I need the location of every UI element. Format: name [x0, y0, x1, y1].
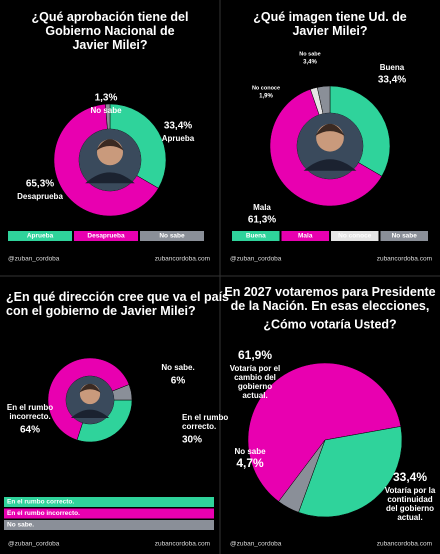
value-label: 61,3%	[248, 215, 276, 226]
category-label: No sabe	[299, 51, 320, 57]
value-label: 61,9%	[238, 348, 272, 362]
footer-handle: @zuban_cordoba	[230, 256, 282, 263]
category-label: No conoce	[252, 85, 280, 91]
footer-handle: @zuban_cordoba	[230, 541, 282, 548]
value-label: 6%	[171, 376, 186, 387]
value-label: 1,3%	[95, 93, 118, 104]
pie-slice	[278, 439, 326, 513]
legend-label: No sabe.	[7, 522, 34, 529]
value-label: 4,7%	[236, 456, 264, 470]
chart-title: ¿Qué aprobación tiene del Gobierno Nacion…	[32, 10, 189, 52]
value-label: 33,4%	[164, 121, 192, 132]
chart-title: En 2027 votaremos para Presidente de la N…	[224, 285, 435, 313]
legend-swatch	[4, 520, 214, 530]
legend-label: Desaprueba	[87, 233, 125, 240]
legend-label: En el rumbo correcto.	[7, 499, 74, 506]
pie-slice	[247, 362, 402, 502]
legend-swatch	[331, 231, 379, 241]
category-label: Desaprueba	[17, 192, 63, 201]
value-label: 65,3%	[26, 179, 54, 190]
category-label: No sabe	[90, 106, 122, 115]
legend-swatch	[232, 231, 280, 241]
legend-swatch	[140, 231, 204, 241]
category-label: En el rumbo incorrecto.	[7, 403, 53, 421]
category-label: Votaría por el cambio del gobierno actual.	[230, 364, 281, 400]
value-label: 33,4%	[393, 470, 427, 484]
legend-swatch	[4, 508, 214, 519]
photo-body	[70, 409, 110, 418]
footer-handle: @zuban_cordoba	[8, 541, 60, 548]
category-label: En el rumbo correcto.	[182, 413, 228, 431]
category-label: Aprueba	[162, 134, 195, 143]
legend-swatch	[8, 231, 72, 241]
value-label: 3,4%	[303, 60, 317, 66]
pie-slice	[298, 426, 403, 518]
category-label: No sabe.	[161, 363, 194, 372]
value-label: 1,9%	[259, 94, 273, 100]
category-label: Buena	[380, 63, 405, 72]
legend-swatch	[4, 497, 214, 507]
legend-label: Mala	[298, 233, 313, 240]
footer-handle: @zuban_cordoba	[8, 256, 60, 263]
photo-hair	[315, 123, 345, 137]
value-label: 33,4%	[378, 75, 406, 86]
photo-hair	[79, 383, 101, 393]
legend-swatch	[380, 231, 428, 241]
legend-label: No sabe	[392, 233, 418, 240]
legend-label: En el rumbo incorrecto.	[7, 510, 80, 517]
legend-swatch	[74, 231, 138, 241]
legend-label: No sabe	[159, 233, 185, 240]
footer-website: zubancordoba.com	[155, 541, 210, 548]
legend-label: No conoce	[338, 233, 372, 240]
legend-label: Buena	[246, 233, 266, 240]
category-label: Mala	[253, 203, 271, 212]
chart-title: ¿Qué imagen tiene Ud. de Javier Milei?	[253, 10, 407, 38]
footer-website: zubancordoba.com	[377, 541, 432, 548]
photo-body	[303, 159, 357, 171]
legend-label: Aprueba	[27, 233, 54, 240]
photo-hair	[96, 139, 124, 151]
chart-title: ¿En qué dirección cree que va el país con…	[6, 290, 229, 318]
photo-body	[85, 172, 135, 184]
footer-website: zubancordoba.com	[155, 256, 210, 263]
footer-website: zubancordoba.com	[377, 256, 432, 263]
value-label: 30%	[182, 435, 202, 446]
value-label: 64%	[20, 425, 40, 436]
category-label: No sabe	[234, 447, 266, 456]
category-label: Votaría por la continuidad del gobierno act…	[385, 486, 436, 522]
chart-subtitle: ¿Cómo votaría Usted?	[263, 317, 396, 331]
legend-swatch	[281, 231, 329, 241]
